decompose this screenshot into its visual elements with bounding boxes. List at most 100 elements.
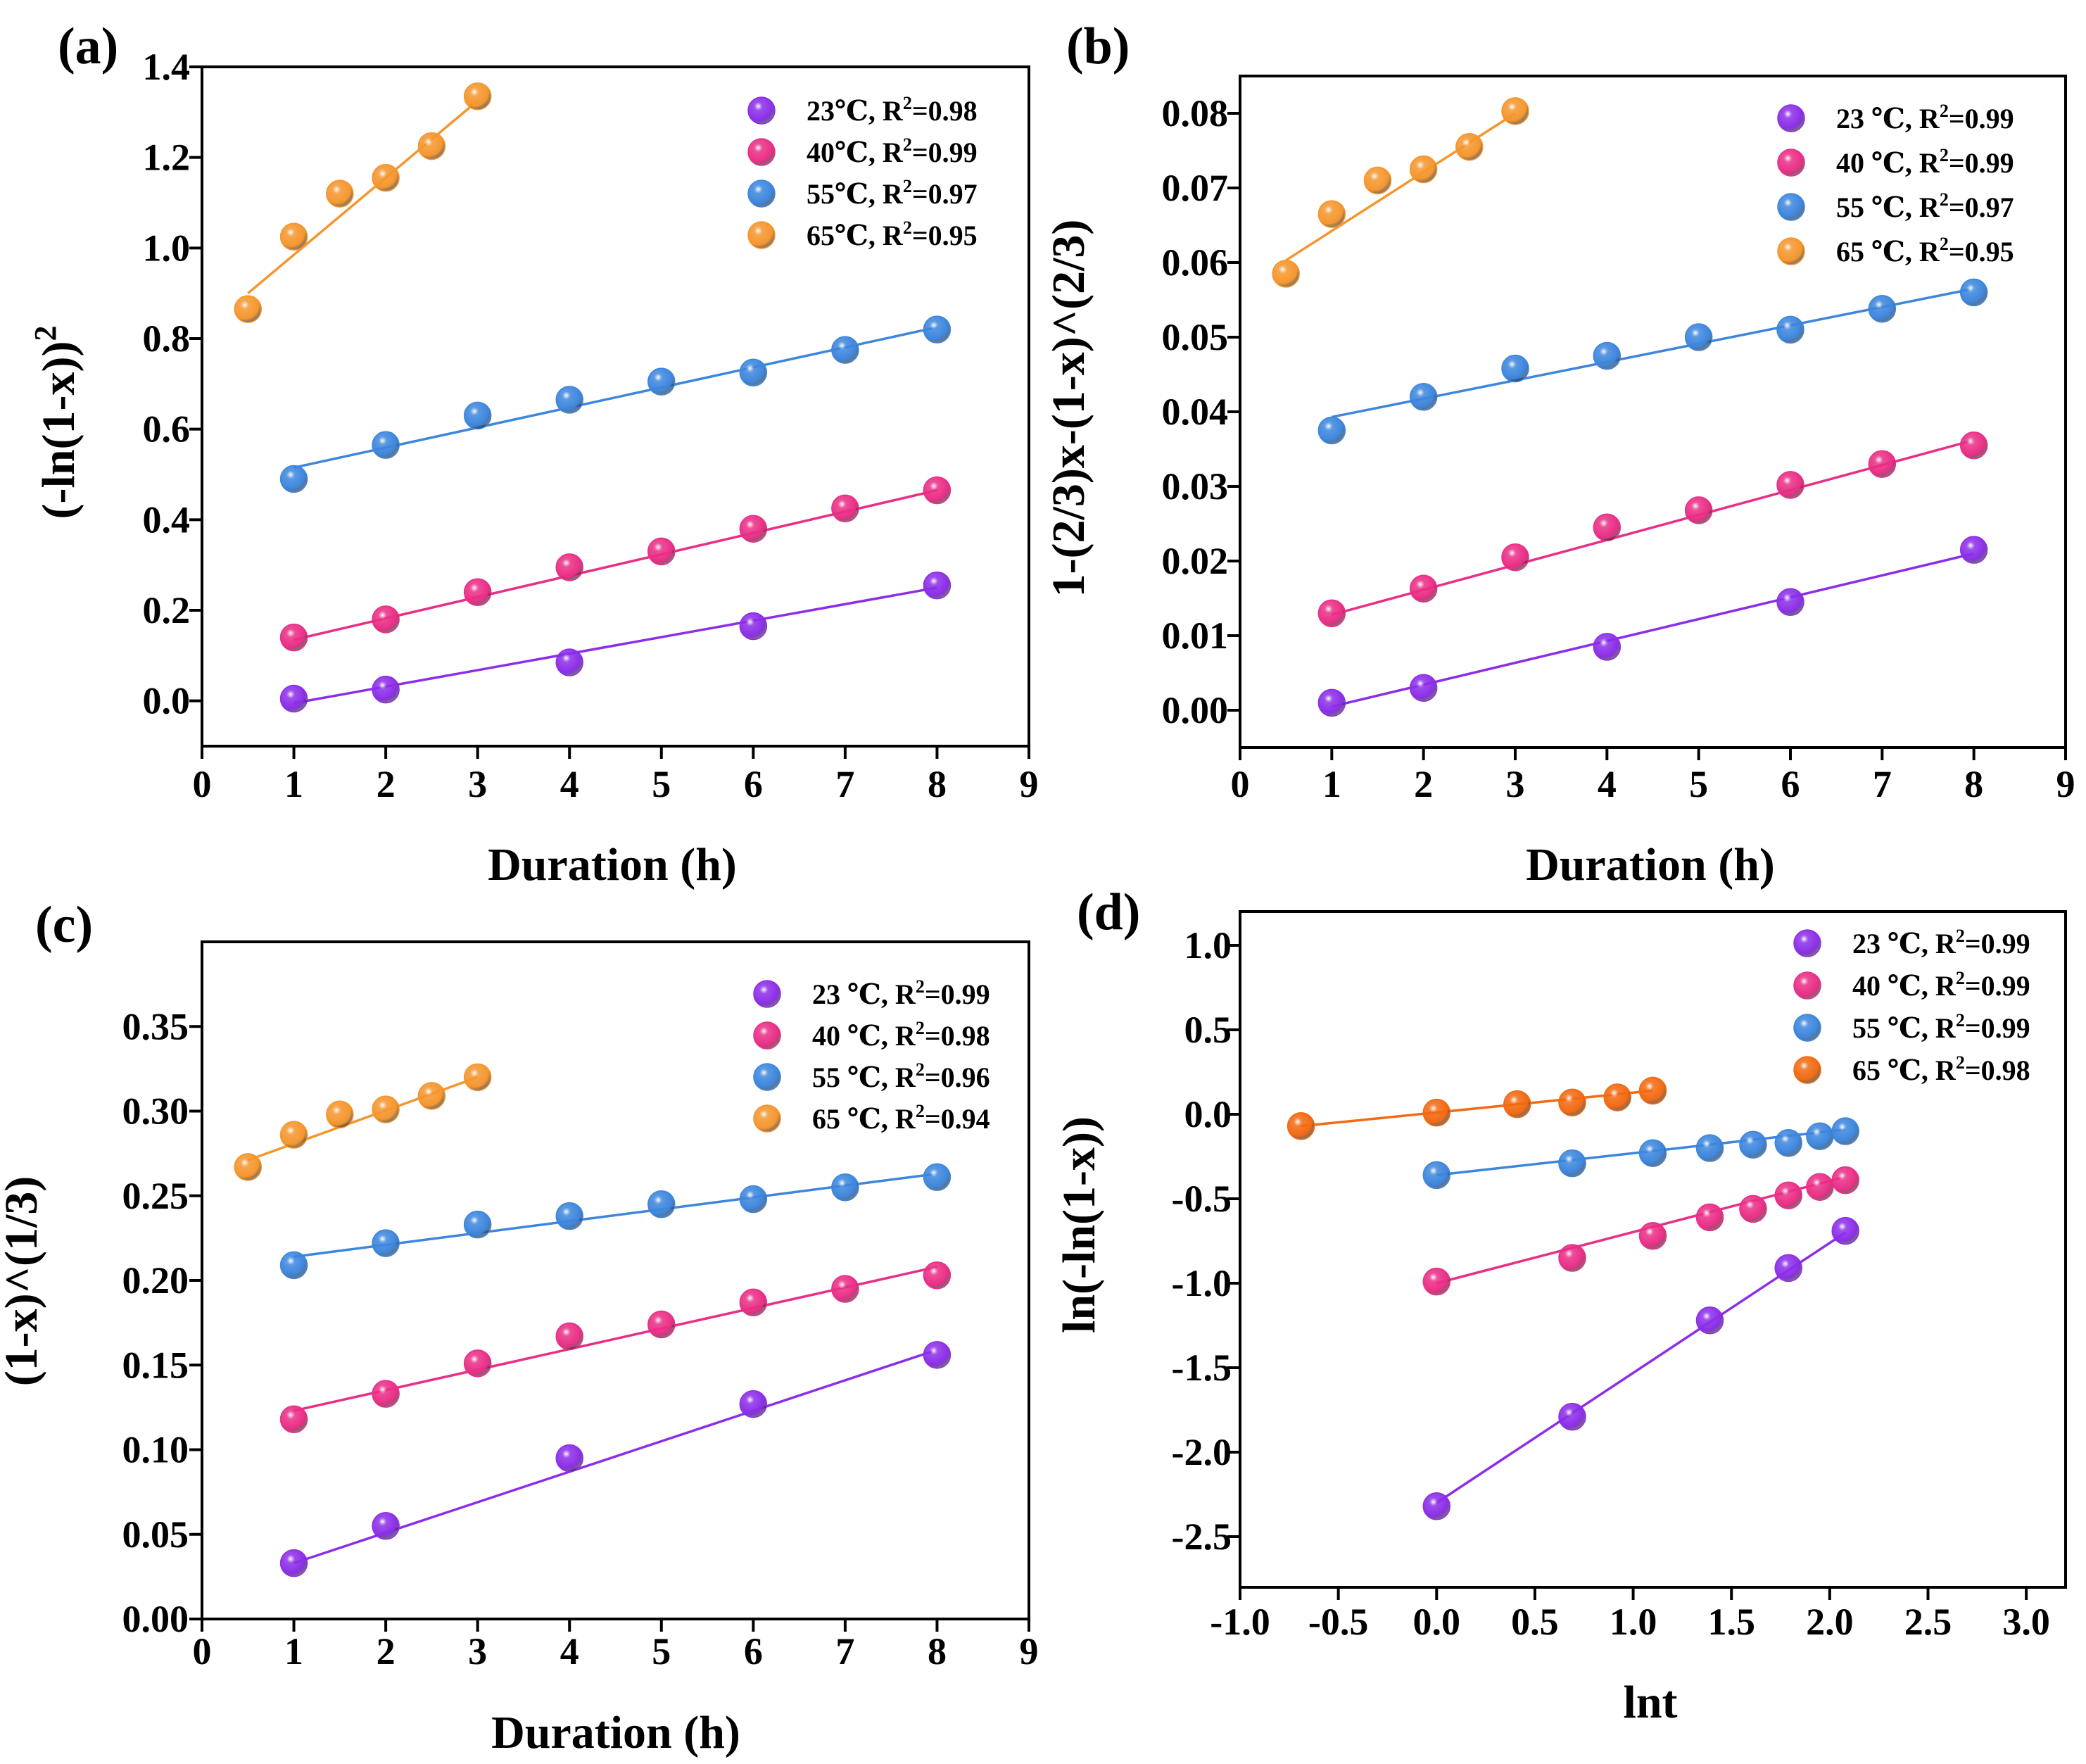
data-point xyxy=(739,1288,768,1317)
y-axis-title: ln(-ln(1-x)) xyxy=(1054,1116,1105,1333)
data-point xyxy=(923,315,952,344)
data-point xyxy=(1272,260,1300,288)
y-tick-label: -1.0 xyxy=(1172,1262,1232,1304)
x-tick-label: 9 xyxy=(2056,763,2075,805)
x-tick-label: 0 xyxy=(193,763,212,805)
data-point xyxy=(279,684,308,713)
x-tick-label: 3 xyxy=(468,1630,487,1672)
fit-line xyxy=(1331,439,1975,617)
data-point xyxy=(739,612,768,641)
fit-line xyxy=(293,489,937,641)
data-point xyxy=(279,1549,308,1577)
data-point xyxy=(1695,1203,1724,1232)
data-point xyxy=(372,1380,400,1408)
fit-line xyxy=(293,1172,937,1259)
x-tick-label: 2 xyxy=(377,1630,396,1672)
data-point xyxy=(647,537,676,566)
data-point xyxy=(1317,200,1346,228)
data-point xyxy=(372,1095,400,1123)
data-point xyxy=(1317,688,1346,717)
data-point xyxy=(1868,450,1897,478)
data-point xyxy=(1422,1098,1451,1127)
data-point xyxy=(463,401,492,430)
legend-marker xyxy=(1793,929,1821,957)
legend-entry: 55 ℃, R2=0.96 xyxy=(812,1059,990,1093)
data-point xyxy=(279,222,308,251)
y-tick-label: 0.08 xyxy=(1162,92,1229,134)
x-tick-label: 1.0 xyxy=(1610,1601,1657,1643)
y-tick-label: 0.6 xyxy=(143,408,191,451)
data-point xyxy=(1684,323,1713,351)
y-tick-label: 0.02 xyxy=(1162,540,1229,582)
data-point xyxy=(1959,278,1988,307)
data-point xyxy=(1831,1216,1859,1245)
y-tick-label: 0.30 xyxy=(122,1090,189,1133)
data-point xyxy=(279,1121,308,1149)
legend-entry: 55 ℃, R2=0.99 xyxy=(1852,1010,2030,1044)
y-tick-label: 0.05 xyxy=(1162,316,1229,358)
x-tick-label: 6 xyxy=(744,1630,763,1672)
x-axis-title: Duration (h) xyxy=(1526,839,1775,890)
x-tick-label: 3.0 xyxy=(2002,1601,2050,1643)
data-point xyxy=(279,1405,308,1433)
legend-marker xyxy=(1777,237,1805,265)
data-point xyxy=(1684,496,1713,524)
data-point xyxy=(739,1185,768,1214)
panel-label: (d) xyxy=(1077,883,1140,941)
panel-label: (c) xyxy=(35,896,93,954)
data-point xyxy=(1695,1306,1724,1335)
data-point xyxy=(555,1322,583,1351)
fit-line xyxy=(293,326,937,470)
data-point xyxy=(1831,1166,1859,1195)
x-tick-label: 8 xyxy=(1964,763,1983,805)
data-point xyxy=(1739,1195,1767,1223)
x-tick-label: 0.0 xyxy=(1413,1601,1461,1643)
x-tick-label: 9 xyxy=(1020,763,1039,805)
legend-marker xyxy=(753,1063,781,1091)
data-point xyxy=(1776,588,1804,617)
y-axis-title: (-ln(1-x))2 xyxy=(28,326,84,519)
data-point xyxy=(463,1210,492,1239)
legend-marker xyxy=(1793,1014,1821,1042)
y-tick-label: 0.06 xyxy=(1162,241,1229,284)
data-point xyxy=(1806,1173,1834,1201)
x-tick-label: 7 xyxy=(835,763,854,805)
data-point xyxy=(1638,1222,1667,1250)
data-point xyxy=(1695,1134,1724,1162)
x-tick-label: 4 xyxy=(1598,763,1617,805)
y-tick-label: 0.25 xyxy=(122,1175,189,1217)
data-point xyxy=(1774,1254,1802,1283)
y-axis-title: (1-x)^(1/3) xyxy=(0,1176,47,1387)
data-point xyxy=(1317,416,1346,445)
data-point xyxy=(555,386,583,414)
data-point xyxy=(372,1229,400,1257)
data-point xyxy=(831,1275,859,1303)
data-point xyxy=(463,578,492,607)
fit-line xyxy=(1301,1089,1653,1128)
legend-marker xyxy=(747,96,776,125)
x-axis-title: Duration (h) xyxy=(488,839,737,890)
y-tick-label: 0.03 xyxy=(1162,465,1229,508)
panel-label: (b) xyxy=(1066,18,1130,75)
data-point xyxy=(1603,1083,1631,1111)
fit-line xyxy=(1436,1231,1847,1504)
legend-entry: 23 ℃, R2=0.99 xyxy=(1852,926,2030,959)
y-tick-label: 0.10 xyxy=(122,1429,189,1471)
y-tick-label: 0.00 xyxy=(1162,689,1229,731)
data-point xyxy=(1558,1149,1586,1178)
data-point xyxy=(372,163,400,192)
fit-line xyxy=(1285,112,1516,262)
data-point xyxy=(555,1444,583,1473)
legend-marker xyxy=(1777,149,1805,177)
x-tick-label: 4 xyxy=(560,763,579,805)
data-point xyxy=(555,553,583,581)
y-tick-label: 0.01 xyxy=(1162,615,1229,657)
data-point xyxy=(326,179,354,208)
x-tick-label: 3 xyxy=(1506,763,1525,805)
plot-frame xyxy=(201,65,1030,748)
x-tick-label: 5 xyxy=(652,1630,671,1672)
data-point xyxy=(234,295,263,323)
y-tick-label: 1.4 xyxy=(143,46,191,88)
fit-line xyxy=(1331,552,1975,708)
data-point xyxy=(1317,599,1346,627)
